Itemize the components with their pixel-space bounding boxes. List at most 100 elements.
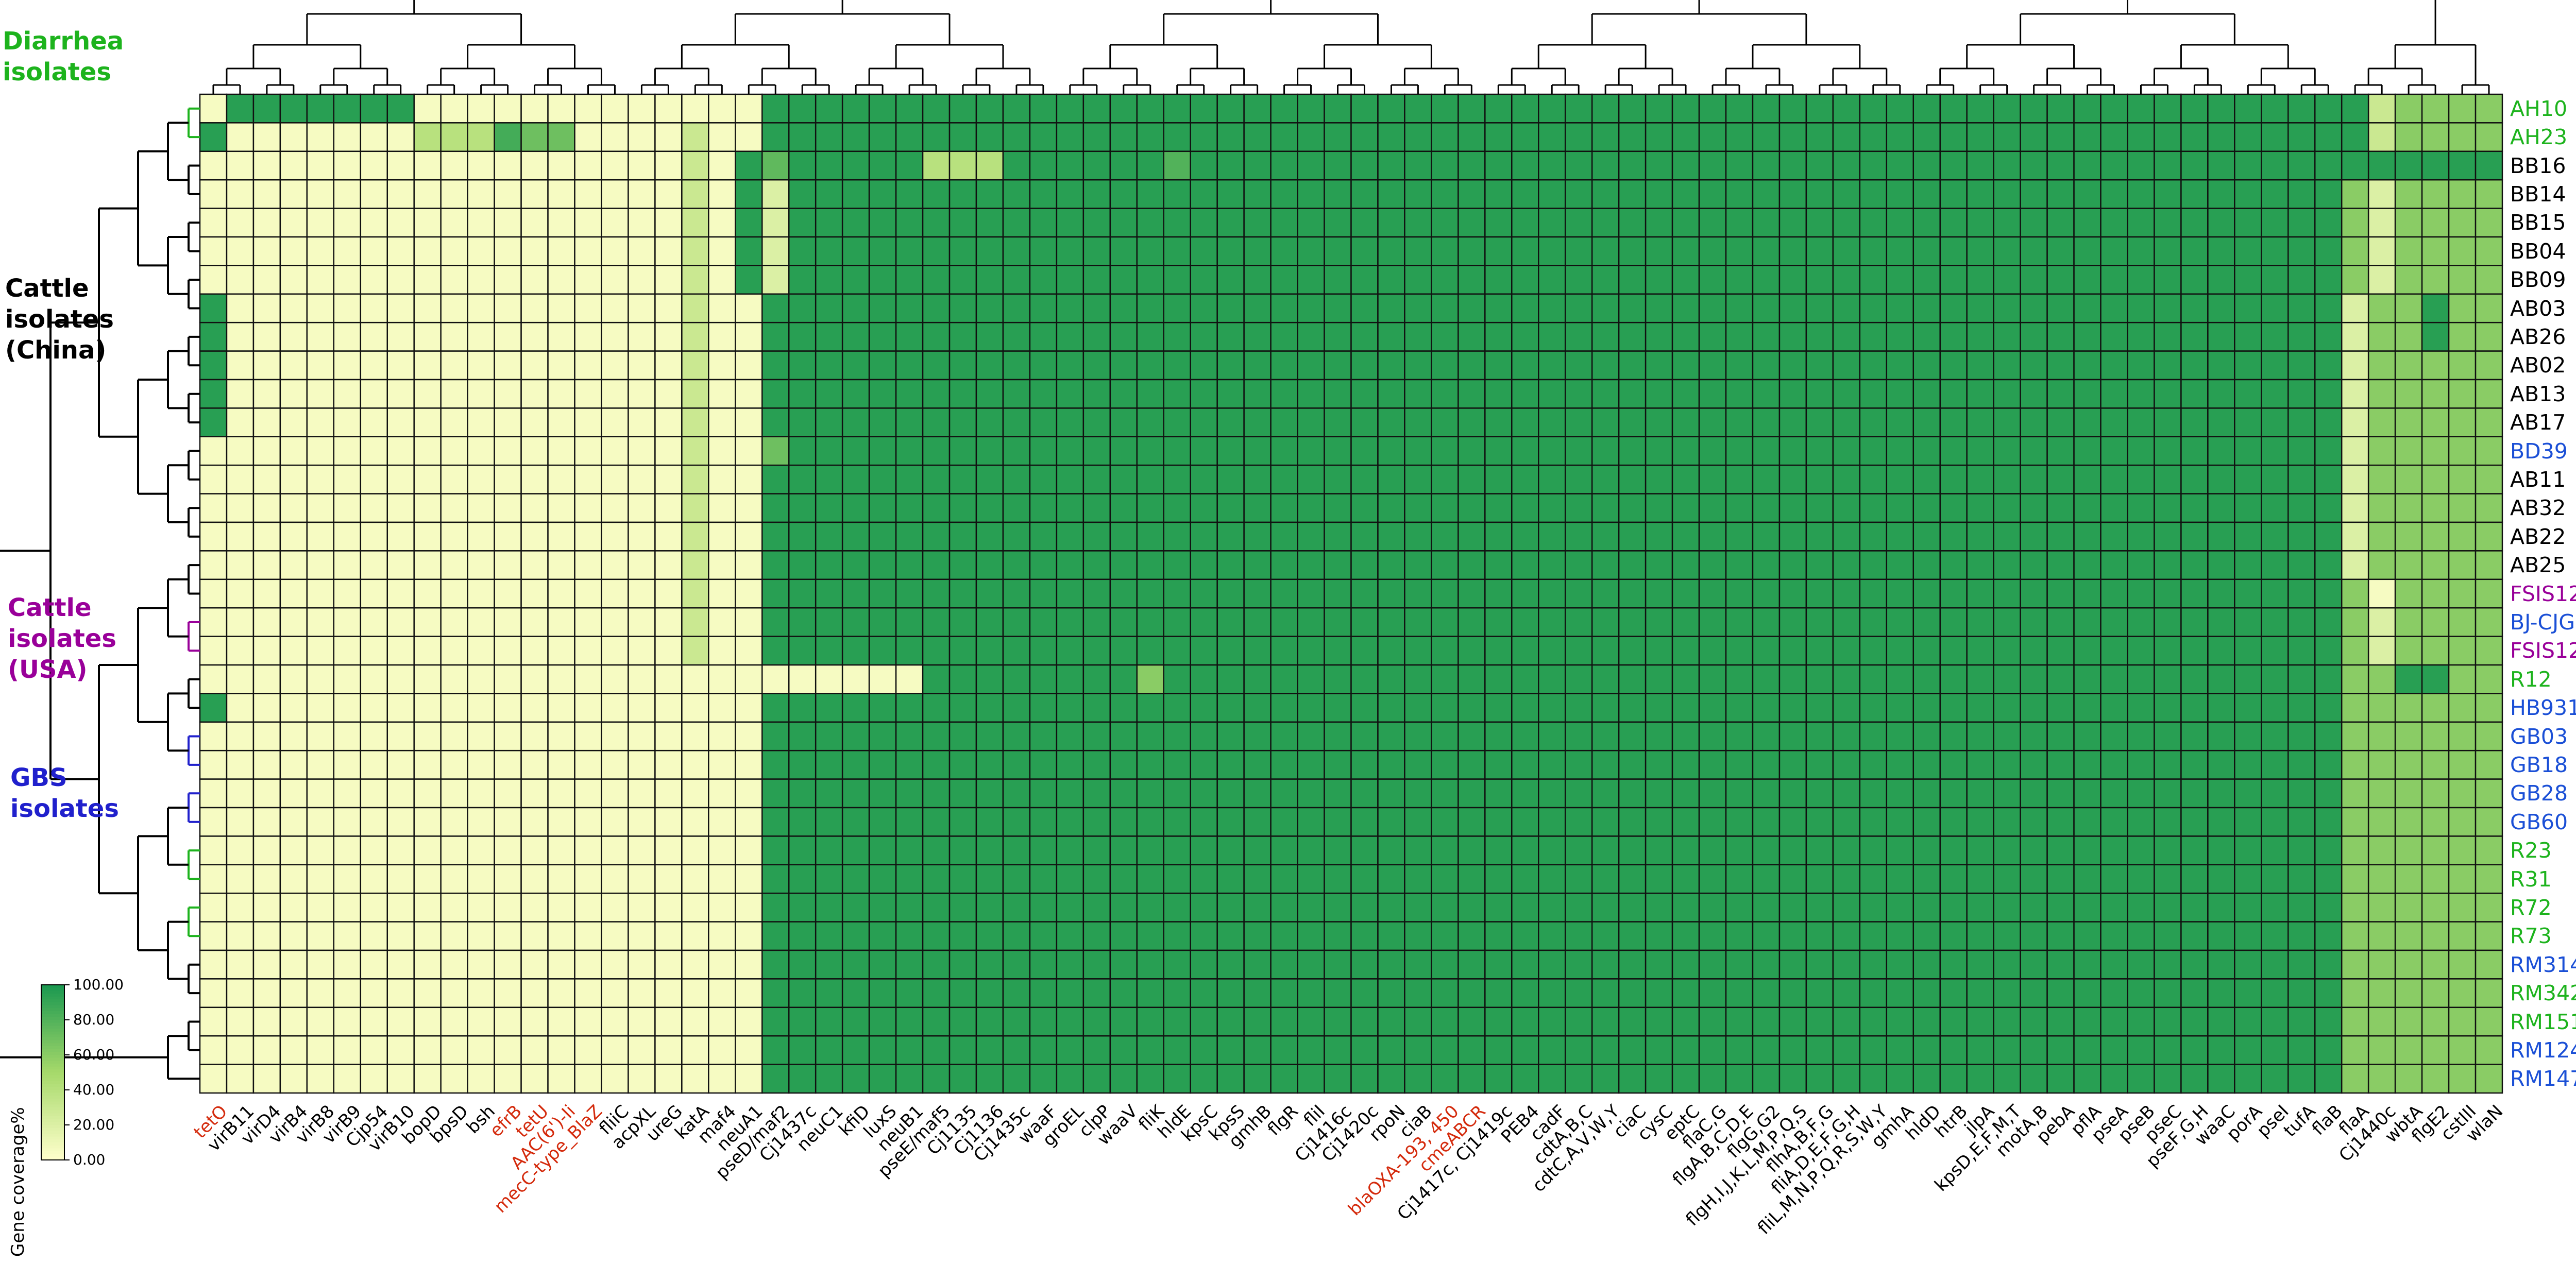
heatmap-cell [815,1035,843,1065]
heatmap-cell [574,978,602,1009]
heatmap-cell [2448,236,2477,266]
heatmap-cell [1458,208,1486,238]
heatmap-cell [1484,464,1513,494]
heatmap-cell [1002,407,1031,438]
heatmap-cell [1297,436,1325,466]
heatmap-cell [628,578,656,609]
heatmap-cell [1671,179,1700,209]
heatmap-cell [1002,93,1031,124]
heatmap-cell [948,521,977,552]
heatmap-cell [2234,1064,2262,1094]
heatmap-cell [1618,265,1647,295]
heatmap-cell [520,379,549,409]
heatmap-cell [1404,721,1432,751]
heatmap-cell [1297,407,1325,438]
heatmap-cell [1993,1035,2021,1065]
heatmap-cell [1671,892,1700,923]
heatmap-cell [1350,892,1379,923]
heatmap-cell [735,93,763,124]
heatmap-cell [1431,835,1459,866]
heatmap-cell [199,236,228,266]
heatmap-cell [2448,293,2477,323]
heatmap-cell [1216,1064,1245,1094]
heatmap-cell [788,778,817,809]
heatmap-cell [1431,1035,1459,1065]
heatmap-cell [226,350,255,381]
heatmap-cell [2394,1064,2423,1094]
heatmap-cell [815,407,843,438]
heatmap-cell [2046,350,2075,381]
heatmap-cell [252,978,281,1009]
heatmap-cell [1163,978,1191,1009]
heatmap-cell [2448,1035,2477,1065]
heatmap-cell [1859,693,1888,723]
heatmap-cell [1056,864,1084,894]
heatmap-cell [2421,236,2450,266]
heatmap-cell [1591,864,1620,894]
heatmap-cell [386,636,415,666]
legend-swatch [41,1066,64,1070]
heatmap-cell [226,607,255,637]
heatmap-cell [628,350,656,381]
heatmap-cell [333,835,362,866]
heatmap-cell [1190,407,1218,438]
heatmap-cell [1886,293,1914,323]
heatmap-cell [1752,122,1781,152]
heatmap-cell [1431,578,1459,609]
heatmap-cell [574,636,602,666]
heatmap-cell [386,749,415,780]
heatmap-cell [440,721,468,751]
heatmap-cell [2475,150,2503,181]
heatmap-cell [975,921,1004,951]
heatmap-cell [2287,749,2316,780]
legend-swatch [41,1069,64,1073]
heatmap-cell [2367,921,2396,951]
heatmap-cell [1859,321,1888,352]
heatmap-cell [1511,578,1539,609]
heatmap-cell [1324,636,1352,666]
heatmap-cell [2180,321,2209,352]
heatmap-cell [252,321,281,352]
heatmap-cell [1216,379,1245,409]
heatmap-cell [1190,721,1218,751]
heatmap-cell [2341,236,2369,266]
heatmap-cell [2154,778,2182,809]
heatmap-cell [1163,835,1191,866]
legend-swatch [41,1125,64,1129]
heatmap-cell [1136,835,1164,866]
heatmap-cell [520,892,549,923]
heatmap-cell [2207,521,2235,552]
heatmap-cell [1243,807,1272,837]
heatmap-cell [1832,978,1861,1009]
heatmap-cell [1912,664,1941,694]
heatmap-cell [1671,521,1700,552]
row-label: FSIS12139847 [2510,581,2576,606]
heatmap-cell [1832,778,1861,809]
heatmap-cell [1190,208,1218,238]
heatmap-cell [2421,864,2450,894]
heatmap-cell [333,949,362,980]
heatmap-cell [1216,949,1245,980]
heatmap-cell [2448,921,2477,951]
heatmap-cell [1350,807,1379,837]
heatmap-cell [1698,236,1727,266]
heatmap-cell [1591,150,1620,181]
heatmap-cell [1324,407,1352,438]
heatmap-cell [1029,93,1058,124]
heatmap-cell [2394,350,2423,381]
heatmap-cell [2261,407,2289,438]
legend-swatch [41,1081,64,1085]
heatmap-cell [2154,550,2182,580]
heatmap-cell [467,807,495,837]
heatmap-cell [1645,436,1673,466]
heatmap-cell [1538,749,1566,780]
heatmap-cell [1377,693,1405,723]
heatmap-cell [788,550,817,580]
heatmap-cell [2341,1006,2369,1037]
heatmap-cell [628,150,656,181]
heatmap-cell [735,921,763,951]
heatmap-cell [1564,607,1593,637]
heatmap-cell [252,949,281,980]
heatmap-cell [1484,265,1513,295]
heatmap-cell [1190,293,1218,323]
